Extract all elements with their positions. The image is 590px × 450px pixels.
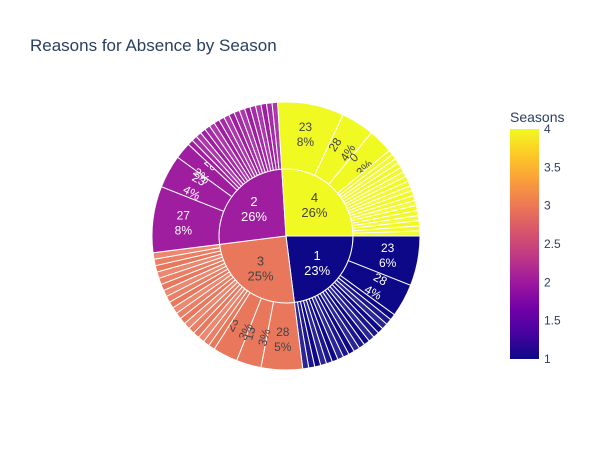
- sunburst: 236%284%123%285%133%233%325%278%234%282%…: [151, 101, 421, 371]
- inner-label-3: 3 25%: [248, 253, 274, 283]
- colorbar-gradient: [510, 129, 539, 359]
- inner-label-4: 4 26%: [301, 190, 327, 220]
- inner-label-1: 1 23%: [304, 248, 330, 278]
- outer-label-1-23: 23 6%: [379, 241, 397, 270]
- outer-label-4-23: 23 8%: [297, 120, 315, 149]
- colorbar-tick: 4: [544, 122, 551, 136]
- outer-label-3-28: 28 5%: [274, 325, 292, 354]
- colorbar-tick: 1.5: [544, 314, 561, 328]
- colorbar-title: Seasons: [510, 109, 564, 125]
- colorbar-tick: 2.5: [544, 237, 561, 251]
- inner-label-2: 2 26%: [241, 194, 267, 224]
- colorbar-tick: 2: [544, 275, 551, 289]
- outer-wedge-4-minor[interactable]: [352, 230, 421, 237]
- chart-title: Reasons for Absence by Season: [30, 36, 277, 55]
- outer-label-2-27: 27 8%: [175, 209, 193, 238]
- colorbar-tick: 3: [544, 199, 551, 213]
- colorbar: Seasons 1 1.5 2 2.5 3 3.5 4: [510, 109, 564, 366]
- colorbar-tick: 3.5: [544, 160, 561, 174]
- colorbar-tick: 1: [544, 352, 551, 366]
- colorbar-ticks: 1 1.5 2 2.5 3 3.5 4: [544, 122, 561, 366]
